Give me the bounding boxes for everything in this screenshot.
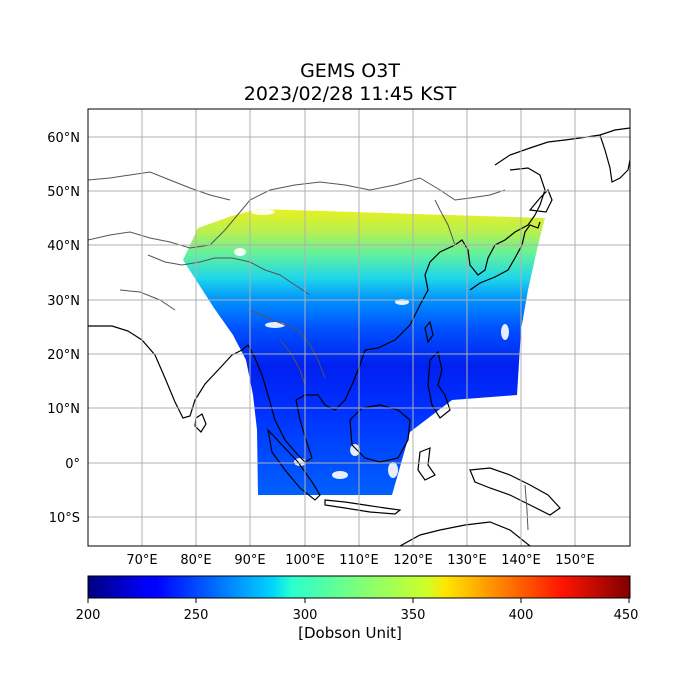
- lon-tick-label: 150°E: [555, 553, 595, 568]
- lat-tick-label: 50°N: [47, 185, 80, 200]
- lat-tick-label: 60°N: [47, 131, 80, 146]
- colorbar-tick-label: 200: [76, 608, 101, 623]
- lon-tick-label: 120°E: [393, 553, 433, 568]
- colorbar-label: [Dobson Unit]: [298, 624, 402, 642]
- colorbar-tick-label: 250: [184, 608, 209, 623]
- colorbar-tick-label: 300: [293, 608, 318, 623]
- map-title: GEMS O3T: [300, 60, 400, 82]
- lon-tick-label: 80°E: [180, 553, 211, 568]
- lon-tick-label: 70°E: [126, 553, 157, 568]
- lon-tick-label: 90°E: [234, 553, 265, 568]
- lon-tick-labels: 70°E 80°E 90°E 100°E 110°E 120°E 130°E 1…: [126, 553, 594, 568]
- lon-tick-label: 100°E: [285, 553, 325, 568]
- lat-tick-labels: 60°N 50°N 40°N 30°N 20°N 10°N 0° 10°S: [47, 131, 80, 526]
- lon-tick-label: 110°E: [339, 553, 379, 568]
- missing-data-gaps: [234, 209, 509, 479]
- colorbar: [87, 575, 631, 599]
- colorbar-ticks: [87, 598, 630, 603]
- colorbar-tick-label: 350: [401, 608, 426, 623]
- lat-tick-label: 10°S: [49, 511, 80, 526]
- colorbar-tick-labels: 200 250 300 350 400 450: [76, 608, 639, 623]
- lat-tick-label: 20°N: [47, 348, 80, 363]
- colorbar-tick-label: 450: [614, 608, 639, 623]
- lat-tick-label: 30°N: [47, 294, 80, 309]
- country-borders: [88, 171, 529, 531]
- lat-tick-label: 10°N: [47, 402, 80, 417]
- map-subtitle: 2023/02/28 11:45 KST: [243, 83, 457, 105]
- colorbar-tick-label: 400: [509, 608, 534, 623]
- map-gridlines: [88, 109, 630, 546]
- lon-tick-label: 130°E: [447, 553, 487, 568]
- lat-tick-label: 40°N: [47, 239, 80, 254]
- lon-tick-label: 140°E: [501, 553, 541, 568]
- lat-tick-label: 0°: [65, 457, 80, 472]
- map-frame: [87, 108, 631, 547]
